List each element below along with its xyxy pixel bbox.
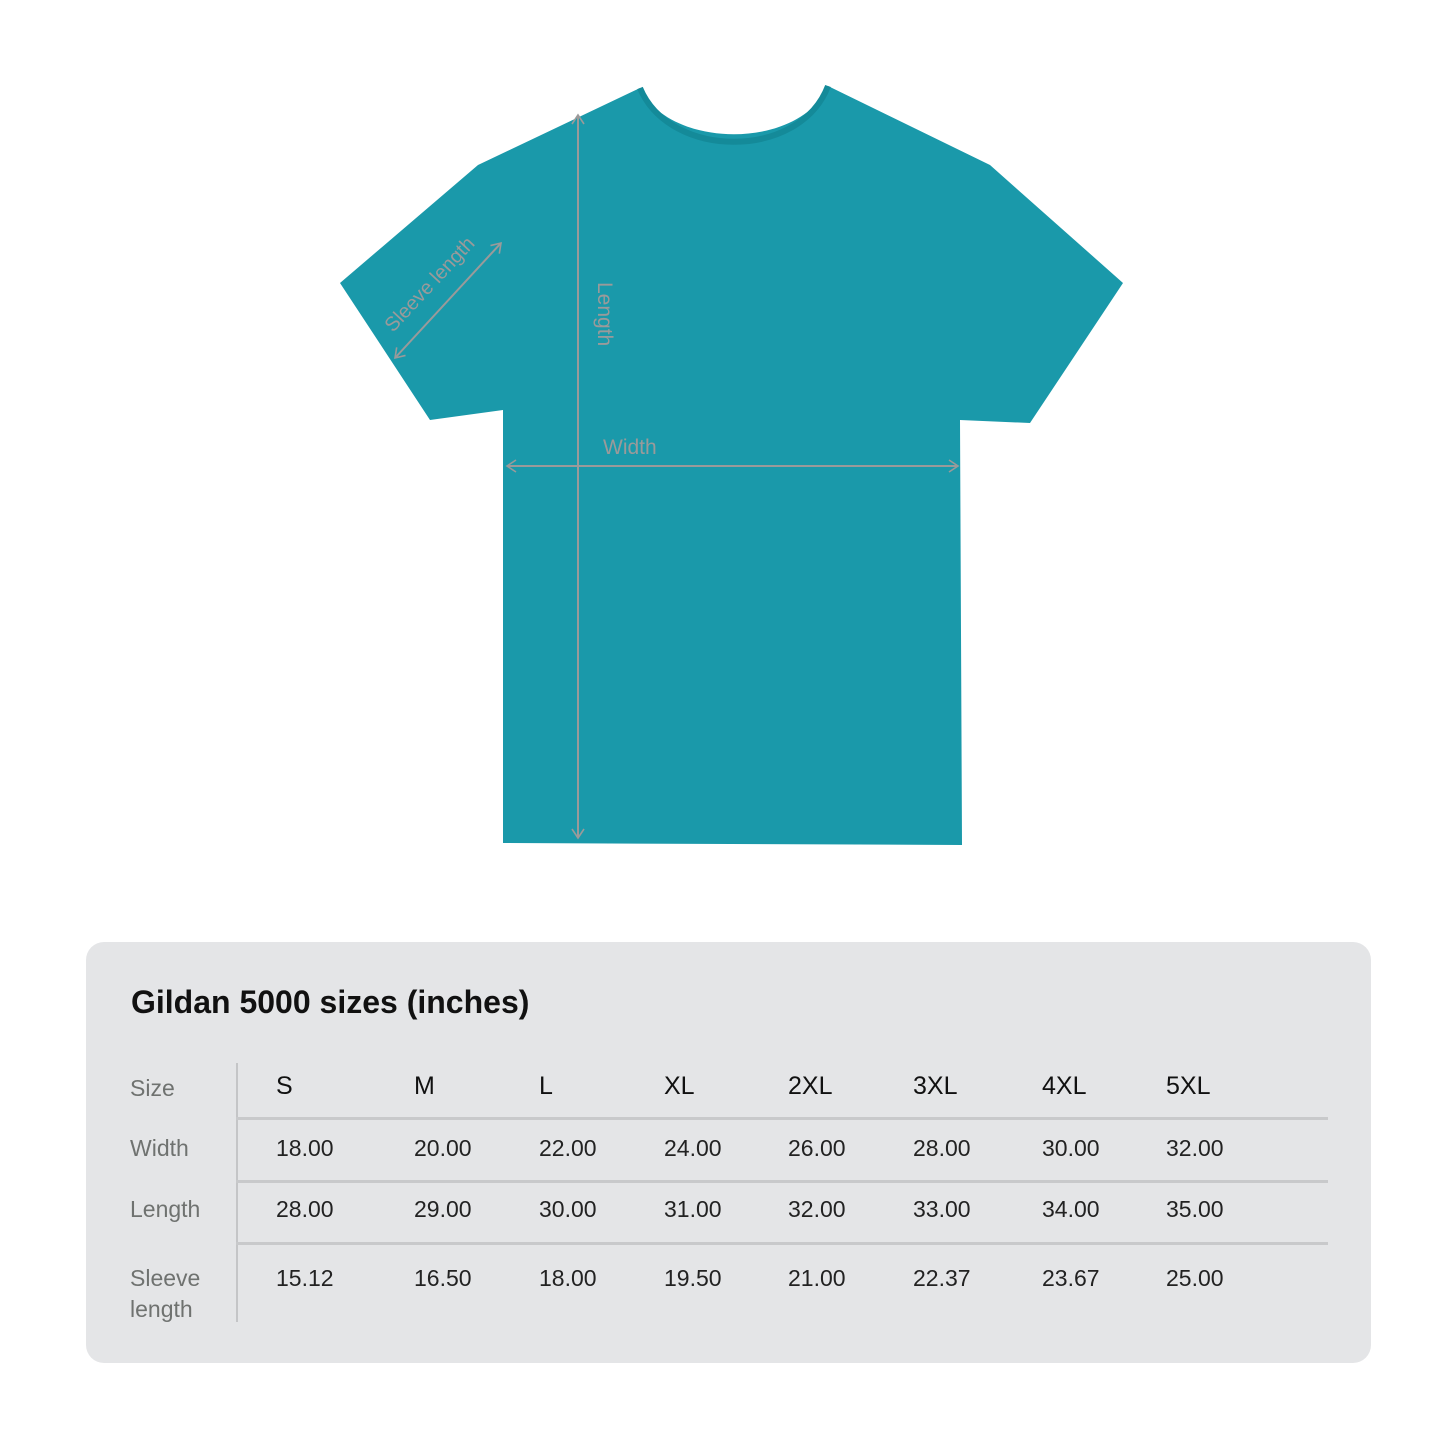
header-label: Size: [130, 1075, 175, 1101]
table-cell: 30.00: [539, 1196, 597, 1222]
size-header-5xl: 5XL: [1166, 1072, 1211, 1100]
table-title: Gildan 5000 sizes (inches): [131, 984, 530, 1020]
table-cell: 26.00: [788, 1135, 846, 1161]
collar: [637, 84, 831, 145]
row-divider: [236, 1117, 1328, 1120]
size-header-m: M: [414, 1072, 435, 1100]
table-cell: 33.00: [913, 1196, 971, 1222]
table-cell: 32.00: [788, 1196, 846, 1222]
table-cell: 28.00: [276, 1196, 334, 1222]
table-cell: 15.12: [276, 1265, 334, 1291]
row-label: Width: [130, 1135, 189, 1161]
table-cell: 23.67: [1042, 1265, 1100, 1291]
row-label: Length: [130, 1196, 201, 1222]
tshirt-diagram: Length Width Sleeve length: [340, 84, 1123, 845]
size-header-2xl: 2XL: [788, 1072, 833, 1100]
table-cell: 31.00: [664, 1196, 722, 1222]
table-cell: 29.00: [414, 1196, 472, 1222]
width-label: Width: [603, 436, 657, 459]
table-cell: 34.00: [1042, 1196, 1100, 1222]
table-cell: 22.00: [539, 1135, 597, 1161]
table-cell: 21.00: [788, 1265, 846, 1291]
column-divider: [236, 1063, 238, 1322]
table-cell: 25.00: [1166, 1265, 1224, 1291]
row-divider: [236, 1242, 1328, 1245]
table-cell: 20.00: [414, 1135, 472, 1161]
size-header-xl: XL: [664, 1072, 695, 1100]
size-header-s: S: [276, 1072, 293, 1100]
length-label: Length: [593, 282, 616, 346]
size-header-l: L: [539, 1072, 553, 1100]
table-cell: 19.50: [664, 1265, 722, 1291]
table-cell: 32.00: [1166, 1135, 1224, 1161]
size-table-panel: Gildan 5000 sizes (inches) Size S M L XL 2XL…: [86, 942, 1371, 1363]
size-header-3xl: 3XL: [913, 1072, 958, 1100]
table-cell: 18.00: [276, 1135, 334, 1161]
table-cell: 22.37: [913, 1265, 971, 1291]
size-header-4xl: 4XL: [1042, 1072, 1087, 1100]
table-cell: 18.00: [539, 1265, 597, 1291]
row-label: Sleeve length: [130, 1265, 201, 1322]
table-cell: 28.00: [913, 1135, 971, 1161]
row-divider: [236, 1180, 1328, 1183]
sleeve-arrow: [394, 241, 502, 360]
table-cell: 35.00: [1166, 1196, 1224, 1222]
table-cell: 30.00: [1042, 1135, 1100, 1161]
table-cell: 16.50: [414, 1265, 472, 1291]
table-cell: 24.00: [664, 1135, 722, 1161]
